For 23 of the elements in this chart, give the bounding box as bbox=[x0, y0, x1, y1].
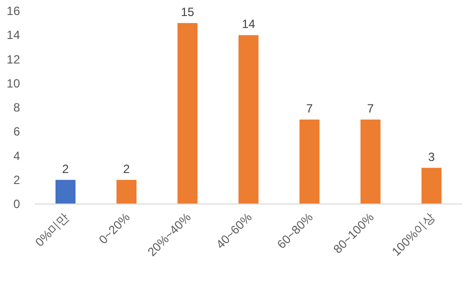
y-tick-label: 12 bbox=[6, 52, 20, 66]
bar bbox=[238, 35, 258, 204]
bar bbox=[360, 120, 380, 204]
y-tick-label: 4 bbox=[13, 148, 20, 163]
bar bbox=[422, 168, 442, 204]
bar bbox=[300, 120, 320, 204]
data-label: 7 bbox=[306, 102, 314, 116]
data-label: 2 bbox=[123, 162, 130, 176]
data-label: 15 bbox=[180, 5, 194, 20]
y-tick-label: 16 bbox=[6, 4, 20, 18]
y-tick-label: 14 bbox=[6, 28, 20, 42]
y-tick-label: 8 bbox=[13, 100, 20, 114]
y-tick-label: 0 bbox=[13, 197, 20, 211]
y-tick-label: 10 bbox=[6, 76, 20, 90]
bar bbox=[178, 23, 198, 204]
bar bbox=[116, 180, 136, 204]
y-tick-label: 2 bbox=[13, 172, 20, 187]
data-label: 14 bbox=[242, 17, 256, 32]
data-label: 7 bbox=[367, 102, 374, 116]
y-tick-label: 6 bbox=[13, 124, 20, 139]
data-label: 3 bbox=[428, 150, 436, 164]
bar bbox=[56, 180, 76, 204]
data-label: 2 bbox=[62, 162, 70, 176]
